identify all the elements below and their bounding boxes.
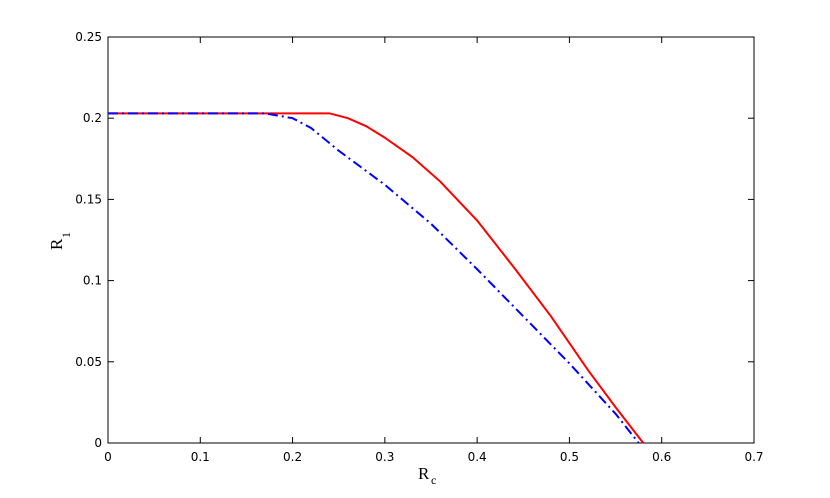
x-tick-label: 0.2 [283, 450, 302, 464]
x-tick-label: 0.3 [375, 450, 394, 464]
x-axis-label-sub: c [431, 473, 436, 487]
axes-box [107, 36, 755, 444]
y-axis-label: R [47, 238, 66, 250]
x-axis-label: R [418, 464, 430, 483]
y-tick-label: 0.15 [75, 192, 102, 206]
y-tick-label: 0.2 [83, 111, 102, 125]
y-tick-label: 0.25 [75, 30, 102, 44]
data-line [108, 112, 645, 444]
y-tick-label: 0 [94, 436, 102, 450]
x-tick-label: 0.1 [191, 450, 210, 464]
x-tick-label: 0.6 [652, 450, 671, 464]
y-axis-label-sub: 1 [59, 232, 73, 238]
x-tick-label: 0.5 [560, 450, 579, 464]
y-tick-label: 0.1 [83, 274, 102, 288]
x-tick-label: 0 [104, 450, 112, 464]
y-tick-label: 0.05 [75, 355, 102, 369]
x-tick-label: 0.4 [468, 450, 487, 464]
x-tick-label: 0.7 [744, 450, 763, 464]
y-axis-label-group: R 1 [47, 232, 73, 250]
data-line [108, 112, 640, 444]
